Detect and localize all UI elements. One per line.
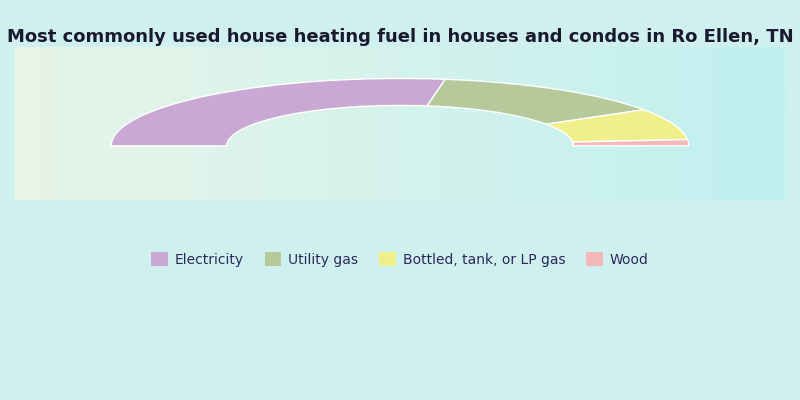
Wedge shape (111, 78, 445, 146)
Legend: Electricity, Utility gas, Bottled, tank, or LP gas, Wood: Electricity, Utility gas, Bottled, tank,… (146, 246, 654, 272)
Wedge shape (573, 140, 689, 146)
Text: Most commonly used house heating fuel in houses and condos in Ro Ellen, TN: Most commonly used house heating fuel in… (6, 28, 794, 46)
Wedge shape (546, 110, 687, 142)
Wedge shape (427, 79, 644, 124)
